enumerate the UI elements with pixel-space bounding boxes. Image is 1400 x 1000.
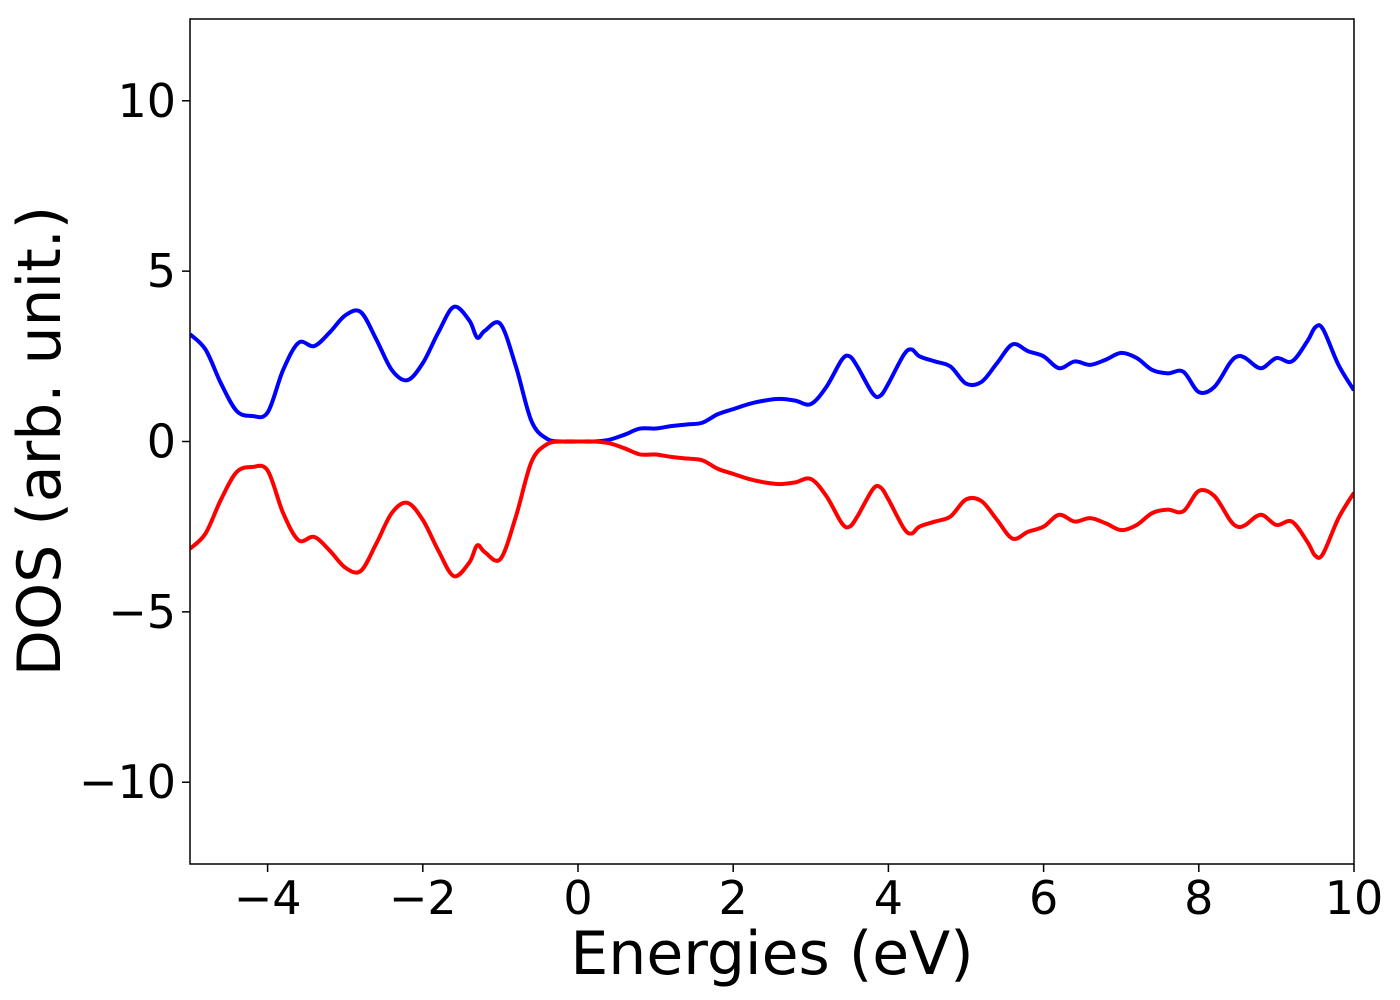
x-tick-label: 8 — [1184, 871, 1213, 925]
x-axis-label: Energies (eV) — [570, 919, 973, 989]
plot-frame — [189, 18, 1355, 865]
y-tick-label: 0 — [147, 415, 176, 469]
x-tick-label: 0 — [563, 871, 592, 925]
x-tick-label: −2 — [389, 871, 457, 925]
x-tick-label: 4 — [874, 871, 903, 925]
y-axis-ticks: −10 −5 0 5 10 — [79, 74, 190, 809]
y-tick-label: −10 — [79, 755, 176, 809]
y-tick-label: 10 — [117, 74, 176, 128]
x-tick-label: 10 — [1325, 871, 1384, 925]
y-tick-label: −5 — [108, 585, 176, 639]
x-tick-label: 6 — [1029, 871, 1058, 925]
series-line-1 — [190, 439, 1354, 579]
x-tick-label: −4 — [234, 871, 302, 925]
x-tick-label: 2 — [719, 871, 748, 925]
y-tick-label: 5 — [147, 244, 176, 298]
y-axis-label: DOS (arb. unit.) — [5, 206, 75, 676]
series-line-0 — [190, 304, 1354, 444]
series-layer — [190, 304, 1354, 579]
x-axis-ticks: −4 −2 0 2 4 6 8 10 — [234, 864, 1384, 925]
